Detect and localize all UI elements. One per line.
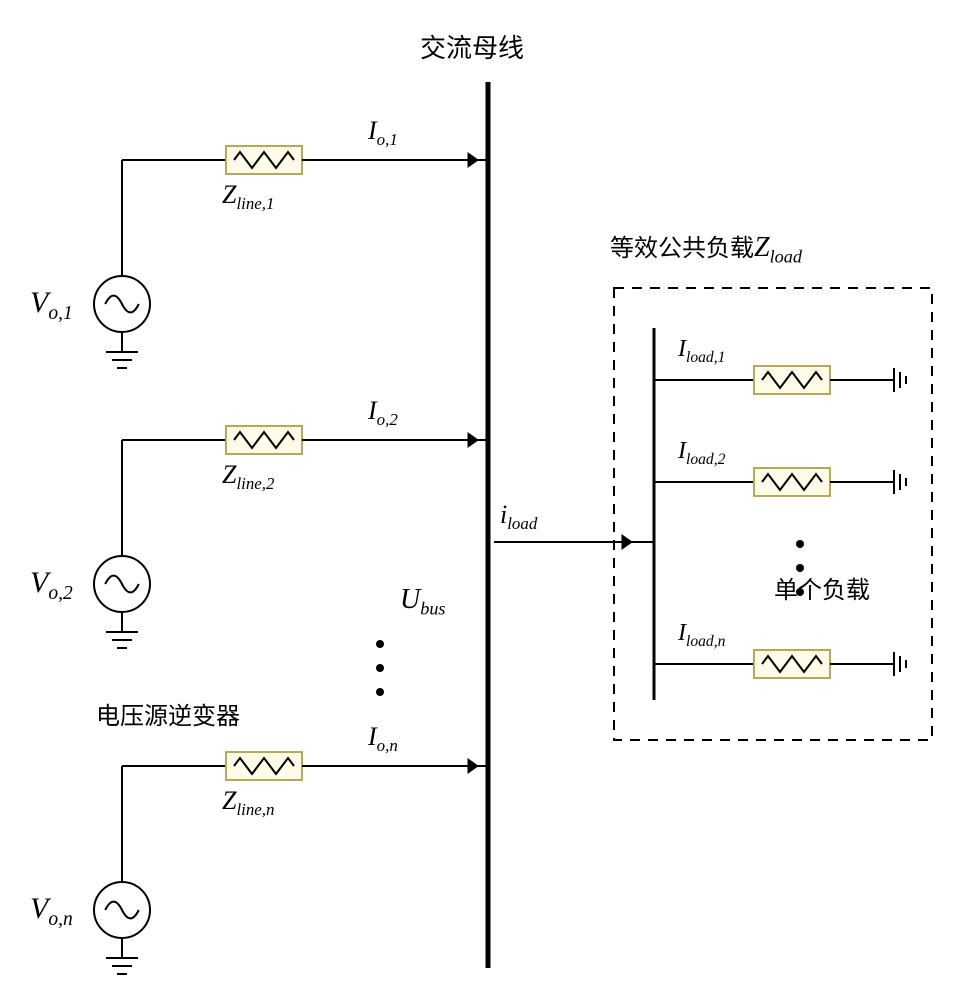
label-Ubus: Ubus <box>400 584 446 620</box>
resistor-line-1 <box>226 146 302 174</box>
label-Zline-2: Zline,2 <box>222 460 274 494</box>
label-Io-1: Io,1 <box>368 116 398 150</box>
title-ac-bus: 交流母线 <box>420 28 524 65</box>
label-zload: 等效公共负载Zload <box>610 228 802 268</box>
label-iload: iload <box>500 500 537 534</box>
label-V-1: Vo,1 <box>30 286 73 325</box>
resistor-load-1 <box>754 366 830 394</box>
label-Io-3: Io,n <box>368 722 398 756</box>
label-Iload-3: Iload,n <box>678 620 725 651</box>
label-Iload-2: Iload,2 <box>678 438 725 469</box>
label-Zline-3: Zline,n <box>222 786 274 820</box>
label-vsi: 电压源逆变器 <box>96 696 240 731</box>
label-single-load: 单个负载 <box>774 570 870 605</box>
resistor-line-2 <box>226 426 302 454</box>
label-Iload-1: Iload,1 <box>678 336 725 367</box>
label-Zline-1: Zline,1 <box>222 180 274 214</box>
resistor-load-2 <box>754 468 830 496</box>
resistor-line-3 <box>226 752 302 780</box>
resistor-load-3 <box>754 650 830 678</box>
label-V-2: Vo,2 <box>30 566 73 605</box>
label-V-3: Vo,n <box>30 892 73 931</box>
label-Io-2: Io,2 <box>368 396 398 430</box>
